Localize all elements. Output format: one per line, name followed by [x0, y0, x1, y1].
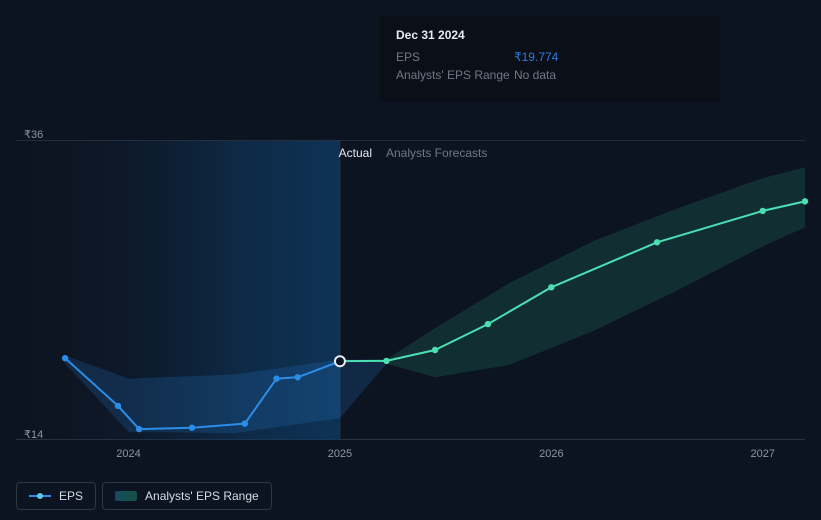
tooltip-key: Analysts' EPS Range [396, 68, 514, 82]
x-tick-label: 2027 [750, 448, 774, 460]
tooltip-value: ₹19.774 [514, 50, 558, 64]
hover-tooltip: Dec 31 2024 EPS ₹19.774 Analysts' EPS Ra… [380, 16, 720, 102]
legend-swatch-line-icon [29, 492, 51, 500]
region-label-actual: Actual [339, 146, 380, 160]
y-tick-label: ₹36 [24, 128, 43, 141]
tooltip-date: Dec 31 2024 [396, 28, 704, 42]
region-label-forecast: Analysts Forecasts [386, 146, 487, 160]
legend-label: Analysts' EPS Range [145, 489, 259, 503]
tooltip-row: EPS ₹19.774 [396, 48, 704, 66]
tooltip-row: Analysts' EPS Range No data [396, 66, 704, 84]
x-tick-label: 2024 [116, 448, 140, 460]
tooltip-key: EPS [396, 50, 514, 64]
legend: EPS Analysts' EPS Range [16, 482, 272, 510]
tooltip-value: No data [514, 68, 556, 82]
y-tick-label: ₹14 [24, 428, 43, 441]
legend-swatch-area-icon [115, 491, 137, 501]
chart-svg [16, 140, 805, 440]
plot-area: Actual Analysts Forecasts [16, 140, 805, 440]
legend-item-eps[interactable]: EPS [16, 482, 96, 510]
legend-item-eps-range[interactable]: Analysts' EPS Range [102, 482, 272, 510]
chart-area[interactable]: Actual Analysts Forecasts ₹36₹14 2024202… [16, 140, 805, 442]
x-tick-label: 2025 [328, 448, 352, 460]
legend-label: EPS [59, 489, 83, 503]
x-tick-label: 2026 [539, 448, 563, 460]
